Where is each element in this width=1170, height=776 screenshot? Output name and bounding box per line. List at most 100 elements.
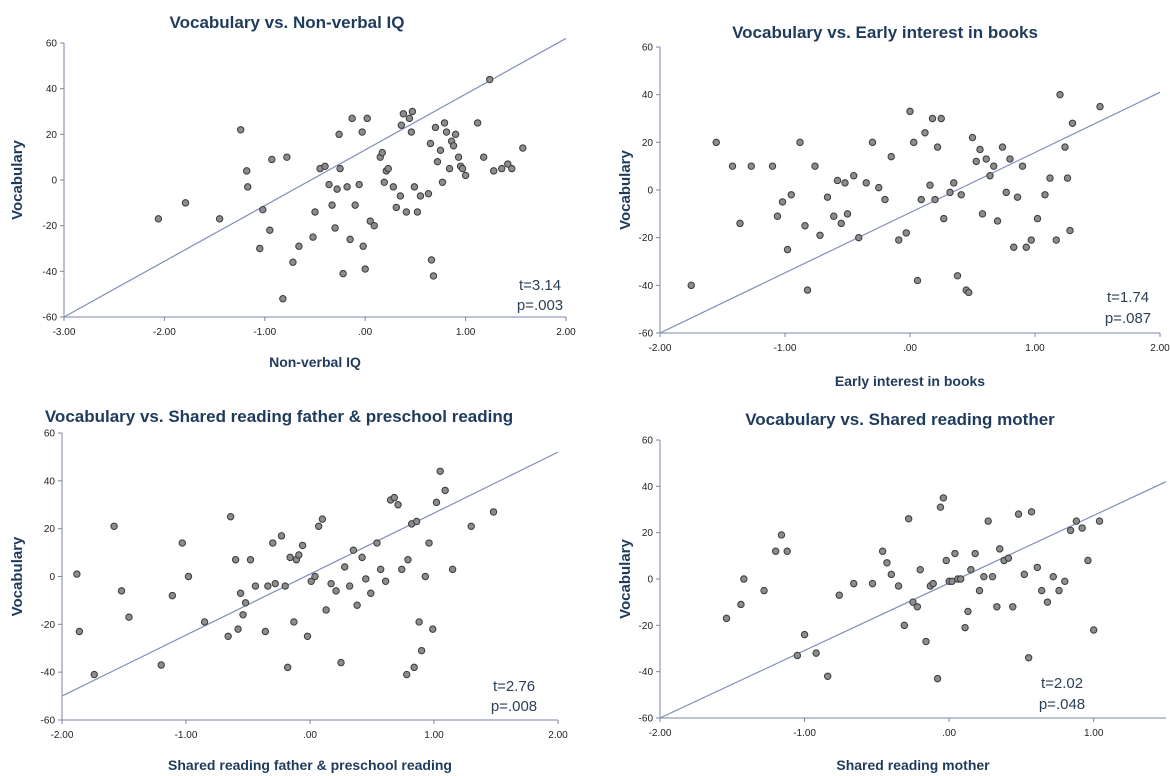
data-point bbox=[968, 133, 977, 142]
x-axis-label: Early interest in books bbox=[835, 373, 985, 389]
x-tick-label: -2.00 bbox=[51, 730, 74, 741]
data-point bbox=[972, 157, 980, 166]
data-point bbox=[986, 172, 994, 180]
data-point bbox=[862, 179, 870, 187]
x-tick-label: .00 bbox=[903, 343, 917, 354]
data-point bbox=[722, 614, 731, 623]
y-tick-label: -20 bbox=[41, 620, 56, 631]
data-point bbox=[346, 235, 354, 244]
data-point bbox=[1043, 598, 1052, 606]
regression-line bbox=[660, 91, 1160, 333]
data-point bbox=[1027, 236, 1035, 244]
p-value: p=.048 bbox=[1039, 696, 1085, 713]
chart-panel-2: -60 -40 -20 0 20 40 60 -2.00 -1.00 .00 1.00 2.00 Voc… bbox=[617, 23, 1170, 389]
data-point bbox=[965, 288, 973, 297]
data-point bbox=[921, 129, 929, 137]
y-tick-label: -60 bbox=[639, 714, 654, 725]
data-point bbox=[168, 591, 177, 600]
data-point bbox=[883, 559, 891, 567]
data-point bbox=[343, 183, 351, 191]
data-point bbox=[957, 191, 965, 199]
data-point bbox=[937, 114, 945, 123]
data-point bbox=[508, 164, 516, 173]
data-point bbox=[855, 233, 863, 242]
data-point bbox=[75, 627, 84, 636]
y-tick-label: 0 bbox=[647, 186, 653, 197]
data-point bbox=[946, 188, 954, 197]
y-tick-label: 0 bbox=[51, 176, 57, 187]
data-point bbox=[351, 201, 359, 209]
data-point bbox=[998, 143, 1007, 151]
data-point bbox=[426, 139, 435, 148]
data-point bbox=[996, 545, 1004, 553]
data-point bbox=[125, 613, 133, 621]
t-statistic: t=3.14 bbox=[519, 277, 561, 294]
data-point bbox=[184, 572, 193, 581]
x-tick-label: -2.00 bbox=[649, 343, 672, 354]
data-point bbox=[348, 114, 356, 123]
data-point bbox=[268, 155, 276, 164]
data-point bbox=[737, 600, 745, 609]
y-tick-label: -20 bbox=[43, 221, 58, 232]
data-point bbox=[913, 276, 922, 285]
data-point bbox=[906, 107, 914, 116]
data-point bbox=[298, 541, 307, 550]
data-point bbox=[425, 539, 433, 547]
data-point bbox=[431, 123, 440, 132]
data-point bbox=[922, 637, 930, 646]
data-point bbox=[295, 551, 303, 559]
data-point bbox=[878, 547, 887, 555]
t-statistic: t=2.02 bbox=[1041, 675, 1083, 692]
data-point bbox=[490, 167, 498, 175]
data-point bbox=[325, 180, 333, 189]
x-axis-label: Non-verbal IQ bbox=[269, 354, 361, 370]
y-tick-label: -40 bbox=[639, 667, 654, 678]
data-point bbox=[215, 215, 224, 223]
data-point bbox=[835, 591, 843, 599]
data-point bbox=[266, 226, 274, 234]
data-point bbox=[448, 565, 457, 574]
y-tick-label: -60 bbox=[639, 329, 654, 340]
data-point bbox=[181, 199, 190, 207]
data-point bbox=[314, 522, 323, 530]
data-point bbox=[910, 138, 918, 147]
data-point bbox=[479, 153, 488, 161]
data-point bbox=[226, 513, 235, 521]
data-point bbox=[367, 589, 375, 597]
data-point bbox=[370, 221, 378, 230]
data-point bbox=[984, 517, 992, 525]
data-point bbox=[916, 566, 924, 574]
data-point bbox=[381, 577, 390, 585]
data-point bbox=[1018, 162, 1027, 170]
data-point bbox=[736, 219, 744, 228]
data-point bbox=[345, 582, 354, 590]
data-point bbox=[244, 183, 252, 191]
y-axis-label: Vocabulary bbox=[9, 536, 26, 616]
data-point bbox=[980, 572, 988, 581]
data-point bbox=[363, 114, 371, 123]
data-point bbox=[373, 539, 381, 547]
data-point bbox=[458, 164, 467, 173]
data-point bbox=[246, 556, 255, 564]
data-point bbox=[279, 295, 287, 303]
x-tick-label: -1.00 bbox=[793, 728, 816, 739]
data-point bbox=[843, 210, 852, 218]
x-tick-label: 1.00 bbox=[1025, 343, 1045, 354]
data-point bbox=[408, 107, 417, 116]
data-point bbox=[327, 579, 335, 588]
chart-title: Vocabulary vs. Shared reading mother bbox=[745, 410, 1055, 429]
x-tick-label: 2.00 bbox=[548, 730, 568, 741]
data-point bbox=[929, 579, 937, 588]
x-tick-label: 1.00 bbox=[1084, 728, 1104, 739]
data-point bbox=[321, 162, 329, 171]
data-point bbox=[1055, 586, 1063, 595]
data-point bbox=[875, 183, 883, 192]
data-point bbox=[339, 269, 347, 278]
data-point bbox=[355, 180, 363, 189]
x-tick-label: .00 bbox=[303, 730, 317, 741]
regression-line bbox=[62, 451, 558, 697]
data-point bbox=[1006, 155, 1014, 163]
data-point bbox=[1002, 188, 1010, 197]
data-point bbox=[988, 572, 997, 581]
chart-title: Vocabulary vs. Non-verbal IQ bbox=[170, 13, 405, 32]
